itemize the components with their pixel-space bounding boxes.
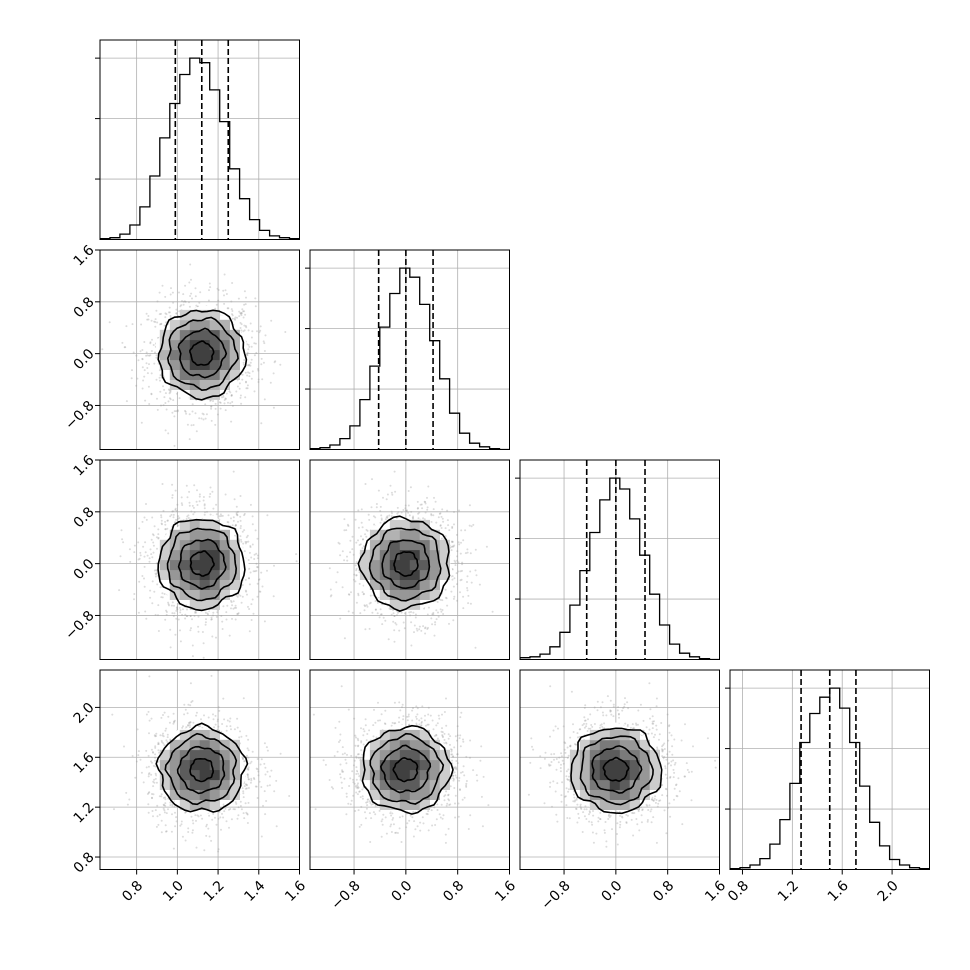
x-tick-label: 1.2 xyxy=(775,878,802,905)
scatter-panel-0-1 xyxy=(99,249,300,450)
contour-line xyxy=(177,538,227,590)
histogram-panel-3 xyxy=(725,669,930,870)
contour-line xyxy=(166,527,238,602)
contour-line xyxy=(177,327,228,379)
axes-frame xyxy=(729,669,930,870)
y-tick-label: 1.6 xyxy=(71,452,98,479)
contour-line xyxy=(591,745,643,794)
x-tick-label: 1.6 xyxy=(492,878,519,905)
contour-line xyxy=(189,550,215,577)
y-tick-label: 0.8 xyxy=(71,294,98,321)
axes-frame xyxy=(309,459,510,660)
contour-line xyxy=(189,757,215,783)
contour-line xyxy=(393,551,419,577)
contour-line xyxy=(157,309,248,401)
scatter-panel-1-2 xyxy=(309,459,510,660)
contour-line xyxy=(379,744,432,794)
x-tick-label: 0.8 xyxy=(119,878,146,905)
axes-frame xyxy=(309,249,510,450)
contour-line xyxy=(357,515,451,612)
y-tick-label: 1.2 xyxy=(71,799,98,826)
axes-frame xyxy=(99,249,300,450)
grid xyxy=(730,670,930,870)
x-tick-label: 1.2 xyxy=(201,878,228,905)
contour-line xyxy=(602,756,630,782)
grid xyxy=(100,40,300,240)
histogram-steps xyxy=(520,477,720,660)
x-tick-label: 0.8 xyxy=(440,878,467,905)
axes-frame xyxy=(99,669,300,870)
x-tick-label: 1.6 xyxy=(282,878,309,905)
grid xyxy=(520,460,720,660)
density-fill xyxy=(155,305,248,400)
contour-line xyxy=(369,732,445,805)
contour-line xyxy=(189,340,215,366)
contour-line xyxy=(164,732,238,806)
scatter-panel-1-3 xyxy=(309,669,510,870)
y-tick-label: 0.8 xyxy=(71,504,98,531)
axes-frame xyxy=(519,669,720,870)
y-tick-label: 0.0 xyxy=(71,346,98,373)
x-tick-label: 0.0 xyxy=(388,878,415,905)
axes-frame xyxy=(99,459,300,660)
grid xyxy=(310,250,510,450)
contour-line xyxy=(570,727,663,815)
y-tick-label: −0.8 xyxy=(62,398,97,433)
x-tick-label: 0.8 xyxy=(725,878,752,905)
histogram-panel-0 xyxy=(95,39,300,240)
x-tick-label: 1.6 xyxy=(825,878,852,905)
axes-frame xyxy=(309,669,510,870)
contour-line xyxy=(176,745,226,795)
contour-line xyxy=(166,316,239,392)
density-fill xyxy=(156,727,246,815)
y-tick-label: 1.6 xyxy=(71,242,98,269)
contour-line xyxy=(579,735,654,806)
histogram-panel-2 xyxy=(515,459,720,660)
x-tick-label: 0.8 xyxy=(650,878,677,905)
histogram-panel-1 xyxy=(305,249,510,450)
contour-line xyxy=(157,518,246,612)
x-tick-label: −0.8 xyxy=(538,878,573,913)
x-tick-label: −0.8 xyxy=(328,878,363,913)
y-tick-label: 2.0 xyxy=(71,700,98,727)
scatter-panel-0-2 xyxy=(99,459,300,660)
contour-line xyxy=(155,722,249,813)
x-tick-label: 1.4 xyxy=(241,878,268,905)
x-tick-label: 1.0 xyxy=(160,878,187,905)
contour-line xyxy=(361,724,454,815)
x-tick-label: 2.0 xyxy=(875,878,902,905)
y-tick-label: −0.8 xyxy=(62,608,97,643)
scatter-panel-0-3 xyxy=(99,669,300,870)
y-tick-label: 0.8 xyxy=(71,849,98,876)
axes-frame xyxy=(99,39,300,240)
contour-line xyxy=(392,756,419,783)
contour-line xyxy=(368,527,442,602)
histogram-steps xyxy=(310,267,510,450)
histogram-steps xyxy=(100,57,300,240)
x-tick-label: 1.6 xyxy=(702,878,729,905)
x-tick-label: 0.0 xyxy=(598,878,625,905)
y-tick-label: 0.0 xyxy=(71,556,98,583)
axes-frame xyxy=(519,459,720,660)
contour-line xyxy=(381,539,431,590)
scatter-panel-2-3 xyxy=(519,669,720,870)
y-tick-label: 1.6 xyxy=(71,750,98,777)
